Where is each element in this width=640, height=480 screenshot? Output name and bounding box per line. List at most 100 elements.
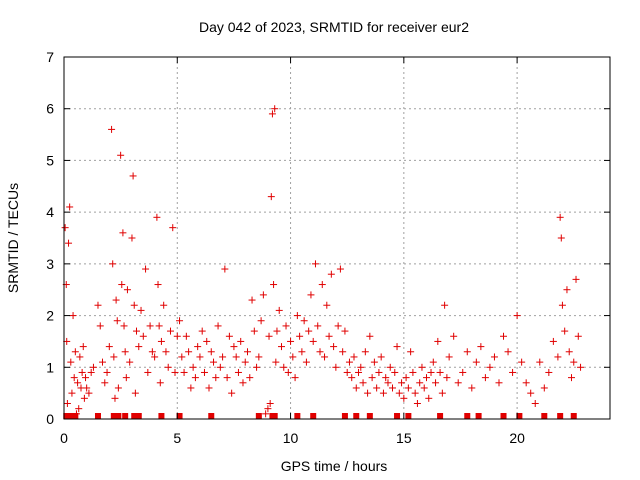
- data-point: [151, 353, 159, 361]
- data-point: [445, 353, 453, 361]
- data-point: [230, 343, 238, 351]
- data-point: [309, 337, 317, 345]
- data-point: [264, 405, 272, 413]
- data-point: [79, 343, 87, 351]
- data-point: [341, 327, 349, 335]
- y-tick-label: 6: [46, 101, 54, 117]
- data-point: [114, 384, 122, 392]
- data-point: [228, 389, 236, 397]
- x-tick-label: 0: [60, 430, 68, 446]
- data-point: [454, 379, 462, 387]
- data-point: [176, 317, 184, 325]
- data-point: [275, 306, 283, 314]
- data-point-zero: [115, 413, 122, 419]
- data-point: [273, 327, 281, 335]
- data-point: [67, 358, 75, 366]
- data-point: [135, 343, 143, 351]
- data-point: [216, 363, 224, 371]
- data-point: [386, 363, 394, 371]
- data-point: [63, 399, 71, 407]
- data-point: [350, 353, 358, 361]
- data-point: [142, 265, 150, 273]
- data-point-zero: [294, 413, 301, 419]
- data-point: [270, 281, 278, 289]
- data-point: [427, 368, 435, 376]
- data-point-zero: [67, 413, 74, 419]
- data-point: [330, 343, 338, 351]
- data-point: [554, 353, 562, 361]
- data-point: [110, 353, 118, 361]
- data-point-zero: [135, 413, 142, 419]
- data-point-zero: [394, 413, 401, 419]
- data-point: [323, 301, 331, 309]
- data-point: [432, 379, 440, 387]
- data-point: [82, 374, 90, 382]
- data-point: [148, 348, 156, 356]
- data-point-zero: [366, 413, 373, 419]
- data-point-zero: [176, 413, 183, 419]
- data-point: [477, 343, 485, 351]
- data-point: [339, 348, 347, 356]
- data-point: [450, 332, 458, 340]
- data-point: [146, 322, 154, 330]
- data-point: [438, 389, 446, 397]
- data-point: [325, 332, 333, 340]
- data-point: [234, 368, 242, 376]
- data-point: [265, 332, 273, 340]
- data-point: [121, 348, 129, 356]
- data-point: [348, 374, 356, 382]
- data-point: [219, 353, 227, 361]
- data-point-zero: [94, 413, 101, 419]
- data-point: [407, 348, 415, 356]
- data-point-zero: [464, 413, 471, 419]
- data-point: [570, 358, 578, 366]
- data-point: [558, 301, 566, 309]
- data-point: [118, 281, 126, 289]
- data-point: [123, 286, 131, 294]
- data-point: [66, 203, 74, 211]
- data-point: [391, 368, 399, 376]
- data-point: [468, 384, 476, 392]
- data-point: [160, 301, 168, 309]
- data-point: [377, 353, 385, 361]
- data-point: [375, 368, 383, 376]
- data-point: [272, 358, 280, 366]
- data-point: [200, 368, 208, 376]
- data-point: [178, 353, 186, 361]
- data-point: [402, 374, 410, 382]
- data-point: [137, 306, 145, 314]
- data-point: [404, 384, 412, 392]
- y-tick-label: 1: [46, 359, 54, 375]
- data-point-zero: [310, 413, 317, 419]
- x-tick-label: 10: [283, 430, 299, 446]
- data-point: [119, 229, 127, 237]
- data-point: [577, 363, 585, 371]
- data-point-zero: [500, 413, 507, 419]
- data-point: [194, 343, 202, 351]
- data-point: [545, 368, 553, 376]
- data-point: [187, 384, 195, 392]
- data-point: [185, 348, 193, 356]
- data-point: [173, 332, 181, 340]
- data-point: [68, 389, 76, 397]
- data-point: [413, 399, 421, 407]
- data-point: [472, 358, 480, 366]
- data-point: [500, 332, 508, 340]
- data-point: [191, 374, 199, 382]
- data-point: [574, 332, 582, 340]
- data-point: [267, 193, 275, 201]
- data-point: [157, 337, 165, 345]
- data-point: [239, 379, 247, 387]
- data-point: [282, 322, 290, 330]
- data-point: [113, 317, 121, 325]
- data-point: [117, 151, 125, 159]
- data-point-zero: [72, 413, 79, 419]
- data-point: [154, 281, 162, 289]
- data-point: [395, 389, 403, 397]
- data-point: [166, 327, 174, 335]
- data-point: [78, 368, 86, 376]
- data-point: [155, 322, 163, 330]
- plot-frame: [63, 56, 611, 420]
- y-tick-label: 5: [46, 152, 54, 168]
